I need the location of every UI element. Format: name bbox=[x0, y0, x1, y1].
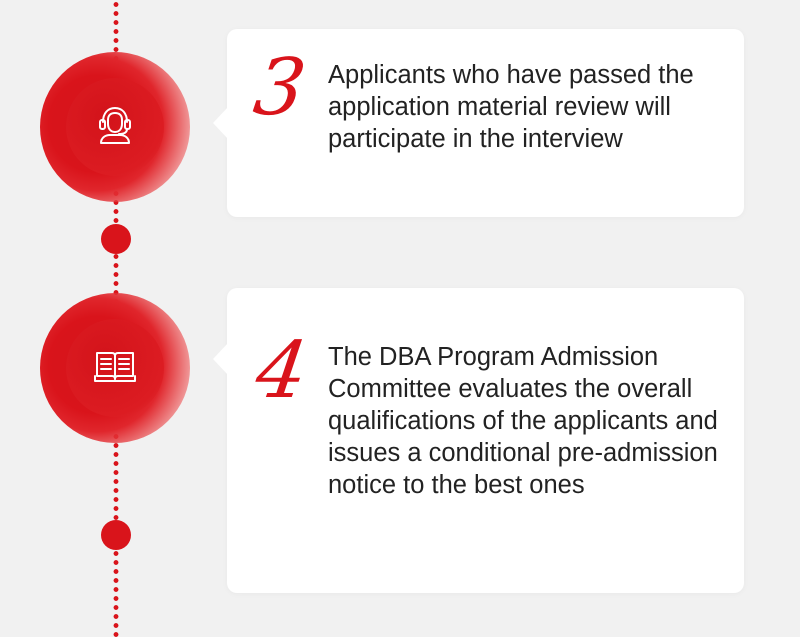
step-number: 4 bbox=[250, 326, 313, 416]
timeline-dot bbox=[101, 520, 131, 550]
step-4-card: 4 The DBA Program Admission Committee ev… bbox=[213, 288, 744, 593]
step-number: 3 bbox=[248, 43, 311, 133]
step-3-circle bbox=[40, 52, 190, 202]
step-4-circle bbox=[40, 293, 190, 443]
step-3-card: 3 Applicants who have passed the applica… bbox=[213, 29, 744, 217]
open-book-icon bbox=[94, 352, 136, 382]
step-description: The DBA Program Admission Committee eval… bbox=[328, 343, 718, 499]
headset-agent-icon bbox=[99, 107, 131, 144]
timeline-dot bbox=[101, 224, 131, 254]
step-description: Applicants who have passed the applicati… bbox=[328, 61, 694, 153]
